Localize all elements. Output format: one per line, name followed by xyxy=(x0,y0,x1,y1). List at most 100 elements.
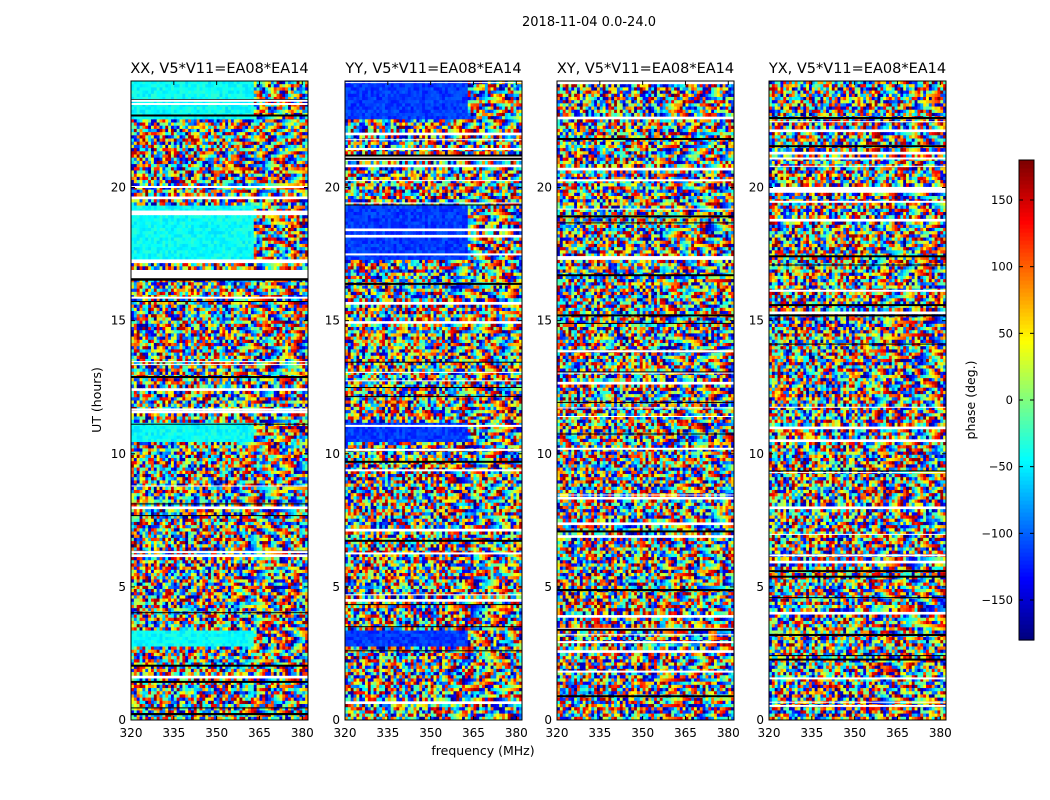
colorbar-segment xyxy=(1019,452,1034,457)
colorbar-segment xyxy=(1019,636,1034,641)
colorbar-segment xyxy=(1019,316,1034,321)
y-tick-label: 10 xyxy=(749,447,764,461)
y-tick-label: 20 xyxy=(325,181,340,195)
x-tick-label: 350 xyxy=(843,726,866,740)
colorbar-tick-label: 150 xyxy=(991,193,1013,207)
colorbar-segment xyxy=(1019,292,1034,297)
colorbar-segment xyxy=(1019,412,1034,417)
colorbar-segment xyxy=(1019,164,1034,169)
colorbar-segment xyxy=(1019,612,1034,617)
y-tick-label: 0 xyxy=(332,713,340,727)
colorbar-segment xyxy=(1019,288,1034,293)
colorbar-segment xyxy=(1019,608,1034,613)
y-tick-label: 0 xyxy=(544,713,552,727)
y-tick-label: 15 xyxy=(325,314,340,328)
phase-image xyxy=(769,81,946,720)
x-tick-label: 380 xyxy=(717,726,740,740)
colorbar-segment xyxy=(1019,348,1034,353)
y-tick-label: 0 xyxy=(756,713,764,727)
colorbar-segment xyxy=(1019,448,1034,453)
colorbar-segment xyxy=(1019,480,1034,485)
colorbar-segment xyxy=(1019,192,1034,197)
colorbar-segment xyxy=(1019,388,1034,393)
colorbar-segment xyxy=(1019,504,1034,509)
panel-xx: XX, V5*V11=EA08*EA14 320 335 350 365 380 0 5 10 1… xyxy=(111,61,314,740)
colorbar-segment xyxy=(1019,604,1034,609)
colorbar-segment xyxy=(1019,436,1034,441)
colorbar-segment xyxy=(1019,500,1034,505)
phase-image xyxy=(557,81,734,720)
colorbar-segment xyxy=(1019,600,1034,605)
colorbar-segment xyxy=(1019,420,1034,425)
colorbar-segment xyxy=(1019,396,1034,401)
x-tick-label: 365 xyxy=(248,726,271,740)
colorbar-segment xyxy=(1019,200,1034,205)
y-tick-label: 10 xyxy=(325,447,340,461)
x-tick-label: 350 xyxy=(631,726,654,740)
y-tick-label: 5 xyxy=(332,580,340,594)
x-tick-label: 335 xyxy=(376,726,399,740)
colorbar-segment xyxy=(1019,444,1034,449)
colorbar-segment xyxy=(1019,568,1034,573)
colorbar-segment xyxy=(1019,336,1034,341)
colorbar-segment xyxy=(1019,432,1034,437)
colorbar-segment xyxy=(1019,380,1034,385)
colorbar-segment xyxy=(1019,256,1034,261)
colorbar-segment xyxy=(1019,220,1034,225)
x-tick-label: 380 xyxy=(929,726,952,740)
colorbar-segment xyxy=(1019,532,1034,537)
colorbar-segment xyxy=(1019,536,1034,541)
x-tick-label: 335 xyxy=(800,726,823,740)
x-tick-label: 320 xyxy=(334,726,357,740)
panels-group: XX, V5*V11=EA08*EA14 320 335 350 365 380 0 5 10 1… xyxy=(111,61,952,740)
colorbar-segment xyxy=(1019,496,1034,501)
y-tick-label: 15 xyxy=(749,314,764,328)
y-tick-label: 20 xyxy=(111,181,126,195)
colorbar-segment xyxy=(1019,304,1034,309)
y-tick-label: 5 xyxy=(544,580,552,594)
colorbar-segment xyxy=(1019,592,1034,597)
colorbar-segment xyxy=(1019,204,1034,209)
y-tick-label: 20 xyxy=(537,181,552,195)
colorbar-segment xyxy=(1019,540,1034,545)
figure-title: 2018-11-04 0.0-24.0 xyxy=(522,15,656,30)
colorbar-tick-label: −100 xyxy=(981,526,1013,540)
colorbar-segment xyxy=(1019,548,1034,553)
colorbar-segment xyxy=(1019,416,1034,421)
panel-yy: YY, V5*V11=EA08*EA14 320 335 350 365 380 0 5 10 1… xyxy=(325,61,528,740)
axes-frame xyxy=(768,80,947,721)
colorbar-segment xyxy=(1019,264,1034,269)
colorbar-segment xyxy=(1019,596,1034,601)
x-axis-label: frequency (MHz) xyxy=(431,743,534,758)
colorbar-segment xyxy=(1019,584,1034,589)
colorbar-segment xyxy=(1019,524,1034,529)
x-tick-label: 365 xyxy=(674,726,697,740)
x-tick-label: 320 xyxy=(120,726,143,740)
colorbar-segment xyxy=(1019,620,1034,625)
colorbar-segment xyxy=(1019,184,1034,189)
colorbar-segment xyxy=(1019,492,1034,497)
colorbar-tick-label: 0 xyxy=(1006,393,1013,407)
colorbar-segment xyxy=(1019,528,1034,533)
colorbar-segment xyxy=(1019,344,1034,349)
colorbar-segment xyxy=(1019,340,1034,345)
colorbar-segment xyxy=(1019,400,1034,405)
colorbar-segment xyxy=(1019,308,1034,313)
phase-image xyxy=(345,81,522,720)
colorbar-segment xyxy=(1019,628,1034,633)
x-tick-label: 380 xyxy=(505,726,528,740)
colorbar-segment xyxy=(1019,632,1034,637)
colorbar-segment xyxy=(1019,176,1034,181)
colorbar-segment xyxy=(1019,236,1034,241)
colorbar-tick-label: 100 xyxy=(991,260,1013,274)
colorbar-segment xyxy=(1019,516,1034,521)
colorbar-segment xyxy=(1019,228,1034,233)
colorbar-segment xyxy=(1019,332,1034,337)
colorbar-segment xyxy=(1019,404,1034,409)
colorbar-segment xyxy=(1019,464,1034,469)
colorbar-segment xyxy=(1019,384,1034,389)
colorbar-segment xyxy=(1019,268,1034,273)
colorbar-segment xyxy=(1019,580,1034,585)
colorbar-segment xyxy=(1019,216,1034,221)
